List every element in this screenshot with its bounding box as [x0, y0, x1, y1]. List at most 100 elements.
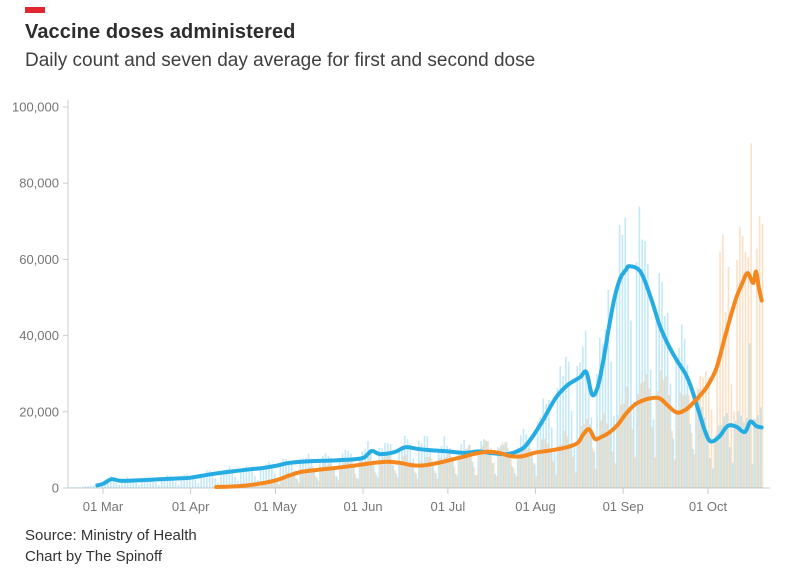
daily-bar [135, 483, 137, 488]
daily-bar [234, 476, 236, 488]
daily-bar [587, 375, 590, 488]
x-axis-label: 01 Jun [344, 499, 383, 514]
daily-bar [617, 415, 620, 488]
daily-bar [659, 370, 662, 488]
daily-bar [507, 448, 509, 488]
daily-bar [607, 289, 610, 488]
daily-bar [433, 471, 436, 488]
daily-bar [699, 375, 702, 488]
daily-bar [744, 251, 747, 488]
daily-bar [645, 374, 648, 488]
daily-bar [476, 474, 478, 488]
daily-bar [461, 452, 464, 488]
daily-bar [661, 282, 663, 488]
daily-bar [582, 346, 584, 488]
daily-bar [312, 466, 314, 488]
daily-bar [377, 477, 379, 488]
daily-bar [697, 389, 700, 488]
daily-bar [562, 375, 564, 488]
daily-bar [599, 337, 601, 488]
y-axis-label: 40,000 [19, 328, 59, 343]
daily-bar [388, 453, 391, 488]
daily-bar [191, 475, 194, 488]
daily-bar [498, 448, 501, 488]
daily-bar [662, 379, 665, 488]
daily-bar [320, 466, 323, 488]
daily-bar [327, 455, 330, 488]
daily-bar [169, 476, 171, 488]
x-axis-label: 01 Mar [83, 499, 124, 514]
daily-bar [567, 361, 570, 488]
daily-bar [720, 424, 723, 488]
daily-bar [529, 448, 532, 488]
daily-bar [624, 217, 627, 488]
daily-bar [634, 457, 637, 488]
daily-bar [700, 407, 703, 488]
daily-bar [129, 479, 132, 488]
daily-bar [329, 463, 331, 488]
daily-bar [262, 465, 265, 488]
daily-bar [126, 477, 129, 488]
daily-bar [317, 480, 320, 488]
daily-bar [248, 467, 251, 488]
daily-bar [675, 357, 677, 488]
daily-bar [695, 406, 697, 488]
daily-bar [428, 457, 430, 488]
daily-bar [632, 401, 635, 488]
daily-bar [608, 429, 611, 488]
daily-bar [394, 470, 396, 488]
daily-bar [648, 388, 651, 488]
daily-bar [124, 479, 126, 488]
daily-bar [265, 464, 268, 488]
daily-bar [344, 449, 347, 488]
daily-bar [413, 471, 416, 488]
daily-bar [283, 474, 286, 488]
daily-bar [314, 476, 317, 488]
daily-bar [569, 443, 571, 488]
daily-bar [739, 226, 741, 488]
y-axis-label: 0 [52, 481, 59, 496]
daily-bar [497, 447, 499, 488]
daily-bar [355, 477, 358, 488]
daily-bar [228, 466, 231, 488]
daily-bar [477, 449, 480, 488]
daily-bar [174, 481, 177, 488]
daily-bar [559, 366, 562, 488]
daily-bar [261, 483, 263, 488]
daily-bar [271, 465, 273, 488]
daily-bar [333, 467, 335, 488]
daily-bar [621, 234, 624, 488]
daily-bar [665, 376, 668, 488]
daily-bar [340, 465, 343, 488]
x-axis-label: 01 Sep [603, 499, 644, 514]
daily-bar [604, 329, 607, 488]
daily-bar [542, 398, 545, 488]
page-subtitle: Daily count and seven day average for fi… [25, 50, 536, 71]
daily-bar [630, 320, 632, 488]
daily-bar [214, 478, 217, 488]
daily-bar [326, 465, 328, 488]
daily-bar [281, 476, 283, 488]
daily-bar [360, 460, 362, 488]
daily-bar [374, 472, 376, 488]
daily-bar [380, 461, 382, 488]
daily-bar [717, 425, 720, 488]
daily-bar [493, 462, 495, 488]
x-axis-label: 01 Aug [515, 499, 556, 514]
daily-bar [618, 225, 621, 488]
daily-bar [583, 424, 586, 488]
daily-bar [543, 438, 546, 488]
daily-bar [494, 473, 496, 488]
first-dose-seven-day-average-line [95, 264, 764, 488]
daily-bar [693, 454, 696, 488]
daily-bar [746, 417, 748, 488]
daily-bar [642, 381, 645, 488]
y-axis-label: 80,000 [19, 176, 59, 191]
daily-bar [471, 461, 474, 488]
daily-bar [637, 393, 639, 488]
daily-bar [548, 399, 550, 488]
daily-bar [338, 460, 341, 488]
daily-bar [754, 418, 757, 488]
daily-bar [313, 471, 316, 488]
daily-bar [538, 453, 540, 488]
